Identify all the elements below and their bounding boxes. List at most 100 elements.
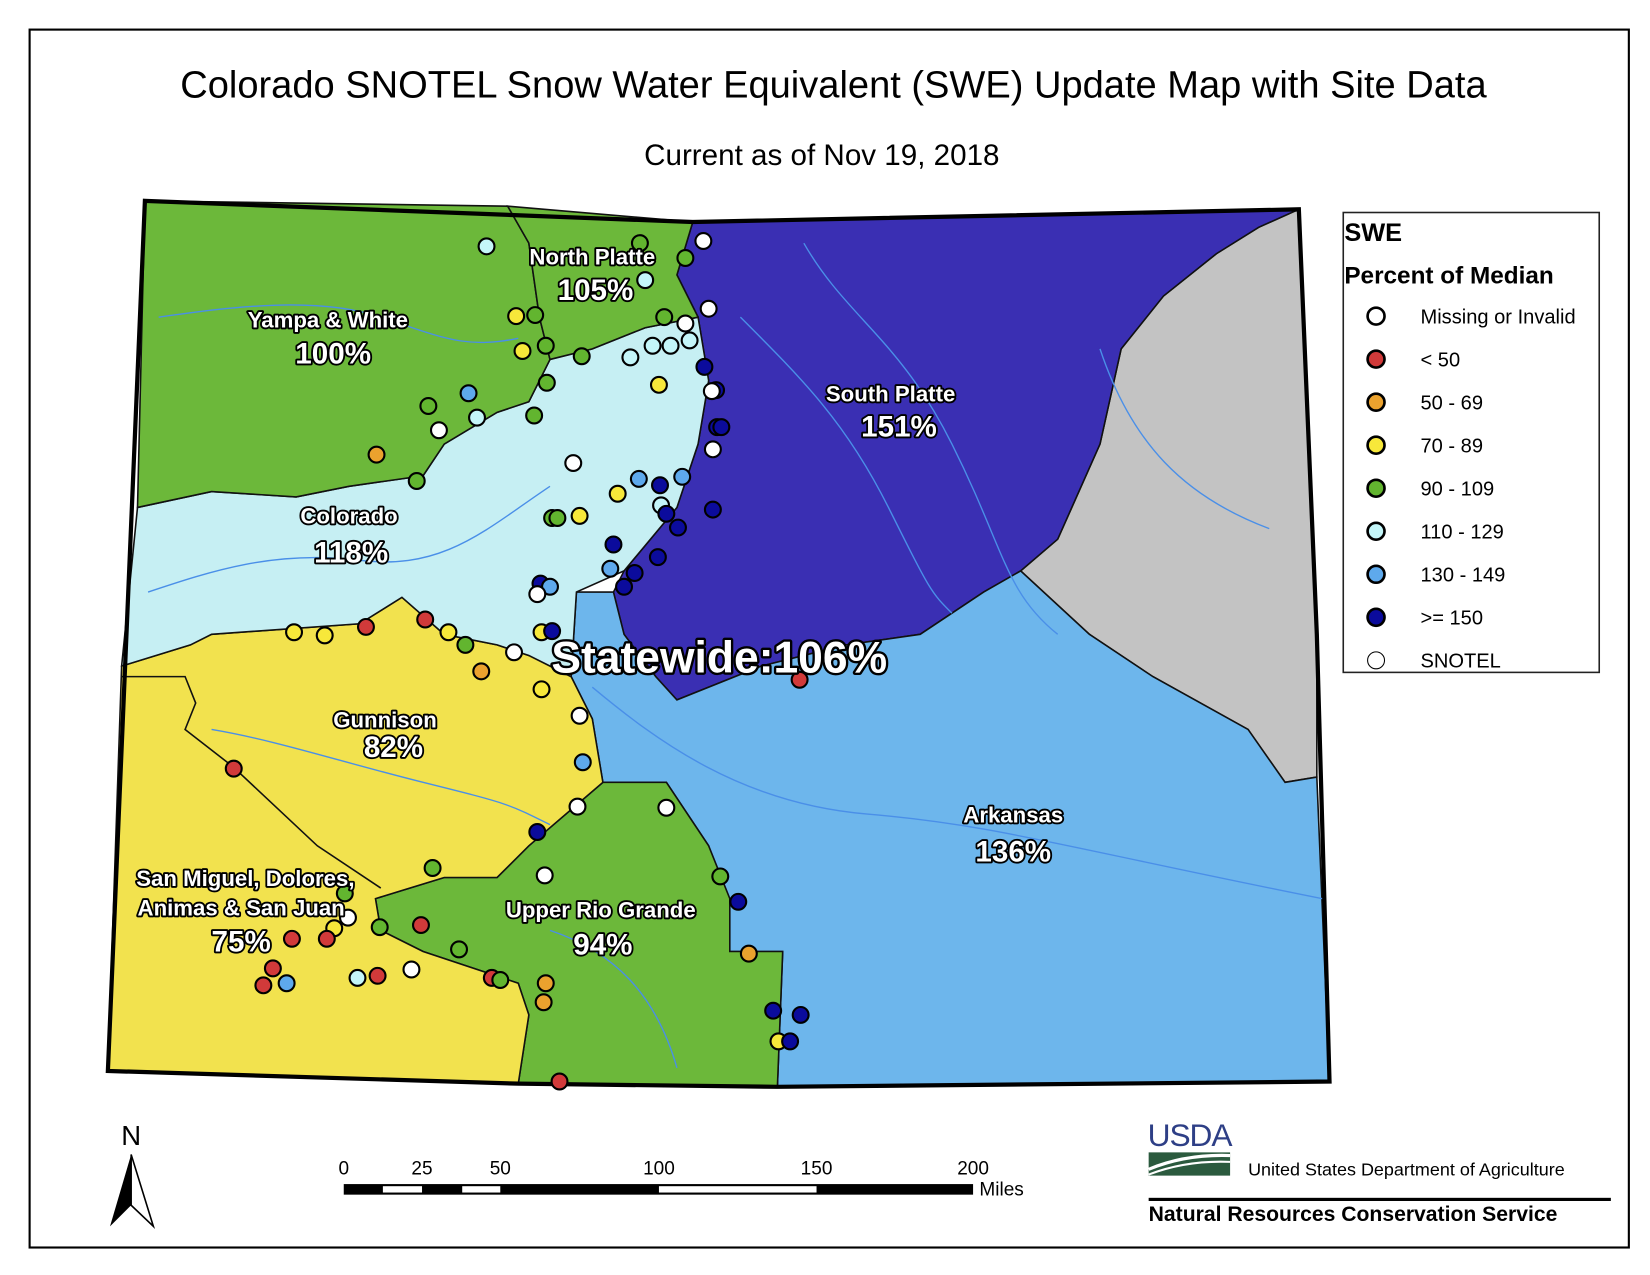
snotel-site-marker [224, 759, 243, 778]
snotel-site-marker [543, 622, 562, 641]
snotel-site-marker [711, 867, 730, 886]
usda-footer: USDA United States Department of Agricul… [1148, 1117, 1611, 1226]
basin-pct-north-platte: 105% [558, 274, 634, 307]
snotel-site-marker [651, 476, 669, 495]
snotel-site-marker [456, 635, 475, 654]
snotel-site-marker [335, 884, 354, 903]
snotel-site-marker [526, 306, 545, 325]
legend-swatch-icon [1366, 392, 1386, 412]
snotel-site-marker [673, 467, 692, 486]
snotel-site-marker [680, 331, 699, 350]
basin-label-south-platte: South Platte [826, 382, 955, 407]
footer-divider [1148, 1197, 1611, 1201]
snotel-site-marker [655, 308, 674, 327]
snotel-site-marker [657, 798, 676, 817]
snotel-site-marker [468, 408, 487, 427]
legend-box [1342, 211, 1601, 674]
basin-north-platte [506, 205, 700, 361]
rivers [147, 242, 1323, 1068]
snotel-site-marker [615, 577, 634, 596]
basin-pct-upper-rio-grande: 94% [573, 929, 632, 962]
snotel-site-marker [712, 418, 731, 437]
legend-title: SWE [1344, 219, 1402, 247]
basin-pct-san-juan: 75% [212, 925, 271, 958]
legend-label: >= 150 [1420, 608, 1483, 630]
snotel-site-marker [263, 959, 282, 978]
snotel-site-marker [423, 858, 442, 877]
snotel-site-marker [643, 336, 662, 355]
legend-swatch-icon [1366, 564, 1386, 585]
scale-tick-label: 200 [957, 1159, 989, 1180]
legend-label: 90 - 109 [1420, 479, 1494, 501]
scale-tick-label: 150 [801, 1159, 833, 1180]
snotel-site-marker [254, 976, 273, 995]
state-outline [105, 198, 1332, 1089]
snotel-site-marker [649, 375, 668, 394]
basin-pct-yampa-white: 100% [295, 338, 371, 371]
scale-tick-label: 100 [643, 1159, 675, 1180]
snotel-site-marker [550, 1072, 569, 1091]
nrcs-agency: Natural Resources Conservation Service [1149, 1203, 1558, 1226]
snotel-site-marker [402, 960, 421, 979]
scale-bar-segment [658, 1186, 817, 1193]
snotel-site-marker [407, 472, 426, 491]
snotel-site-marker [630, 234, 649, 253]
scale-bar-unit: Miles [979, 1180, 1023, 1201]
snotel-site-marker [370, 918, 389, 937]
legend-swatch-icon [1367, 651, 1386, 670]
snotel-site-marker [348, 968, 367, 987]
legend-label: Missing or Invalid [1420, 307, 1575, 329]
snotel-site-marker [601, 559, 620, 578]
legend-swatch-icon [1366, 435, 1386, 455]
basin-pct-gunnison: 82% [364, 731, 423, 764]
snotel-site-marker [285, 623, 304, 642]
north-arrow: N [110, 1120, 156, 1230]
usda-department: United States Department of Agriculture [1248, 1160, 1565, 1180]
north-arrow-icon [110, 1154, 132, 1227]
snotel-site-marker [450, 940, 469, 959]
snotel-site-marker [699, 299, 718, 318]
legend: SWE Percent of Median Missing or Invalid… [1342, 211, 1601, 674]
snotel-site-marker [535, 866, 554, 885]
snotel-site-marker [676, 314, 695, 333]
map-title: Colorado SNOTEL Snow Water Equivalent (S… [180, 64, 1487, 106]
snotel-site-marker [537, 373, 556, 392]
snotel-site-marker [629, 469, 648, 488]
legend-swatch-icon [1366, 521, 1386, 542]
snotel-site-marker [668, 518, 687, 537]
snotel-site-marker [532, 680, 551, 699]
snotel-site-marker [703, 440, 722, 459]
legend-label: SNOTEL [1420, 651, 1500, 673]
legend-swatch-icon [1366, 607, 1386, 628]
snotel-site-marker [491, 971, 510, 990]
snotel-site-marker [472, 662, 491, 681]
snotel-site-marker [702, 382, 721, 401]
scale-tick-label: 50 [490, 1159, 511, 1180]
legend-subtitle: Percent of Median [1344, 262, 1553, 289]
scale-bar: 0 25 50 100 150 200 Miles [338, 1159, 1023, 1201]
snotel-site-marker [317, 929, 336, 948]
snotel-site-marker [568, 797, 587, 816]
basin-divider-san-juan [121, 675, 382, 889]
snotel-site-marker [625, 564, 644, 582]
snotel-site-marker [315, 626, 334, 645]
snotel-site-marker [657, 504, 676, 523]
snotel-site-marker [790, 670, 809, 689]
scale-bar-segment [462, 1186, 501, 1193]
basin-labels: North Platte 105% Yampa & White 100% Sou… [134, 242, 1065, 963]
map-subtitle: Current as of Nov 19, 2018 [644, 139, 999, 172]
snotel-site-marker [781, 1032, 800, 1051]
basins [105, 198, 1332, 1089]
statewide-label: Statewide:106% [551, 633, 887, 682]
snotel-site-marker [368, 966, 387, 985]
snotel-site-marker [513, 342, 532, 360]
snotel-site-marker [791, 1005, 810, 1024]
legend-items: Missing or Invalid < 50 50 - 69 70 - 89 90 -… [1366, 306, 1576, 673]
snotel-site-marker [439, 623, 458, 642]
legend-swatch-icon [1366, 306, 1386, 326]
snotel-site-marker [411, 916, 430, 935]
legend-swatch-icon [1366, 349, 1386, 369]
snotel-site-marker [459, 384, 478, 403]
snotel-site-marker [661, 336, 680, 355]
